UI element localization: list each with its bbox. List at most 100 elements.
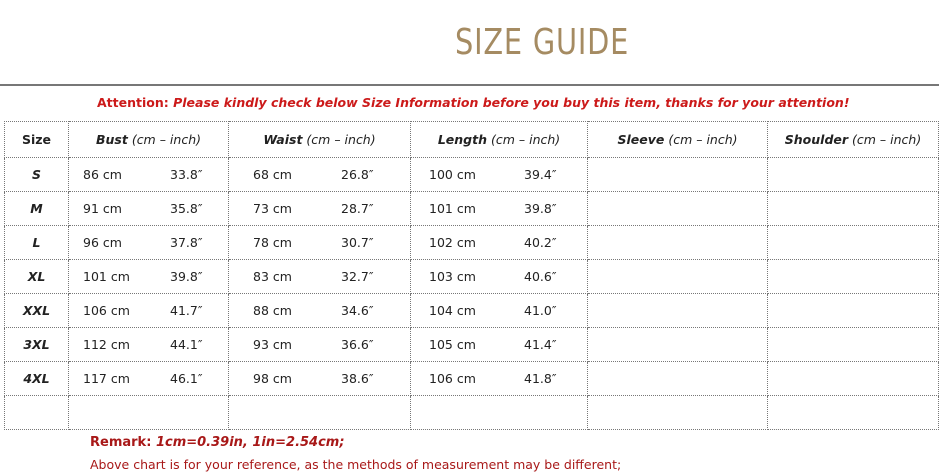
measure-cell: 78 cm 30.7″	[228, 225, 411, 260]
size-cell: XXL	[4, 293, 69, 328]
inch-value: 37.8″	[170, 235, 203, 250]
measure-cell: 68 cm 26.8″	[228, 157, 411, 192]
remark-text: 1cm=0.39in, 1in=2.54cm;	[155, 435, 345, 450]
size-cell: 3XL	[4, 327, 69, 362]
cm-value: 73 cm	[253, 201, 292, 216]
inch-value: 38.6″	[341, 371, 374, 386]
cm-value: 86 cm	[83, 167, 122, 182]
sleeve-cell	[587, 361, 768, 396]
shoulder-cell	[767, 361, 939, 396]
measure-cell: 98 cm 38.6″	[228, 361, 411, 396]
header-shoulder: Shoulder (cm – inch)	[767, 121, 939, 158]
table-row	[4, 395, 939, 430]
cm-value: 104 cm	[429, 303, 476, 318]
sleeve-cell	[587, 259, 768, 294]
measure-cell: 93 cm 36.6″	[228, 327, 411, 362]
table-row: M 91 cm 35.8″ 73 cm 28.7″ 101 cm 39.8″	[4, 191, 939, 226]
size-cell: L	[4, 225, 69, 260]
measure-cell: 106 cm 41.8″	[410, 361, 588, 396]
header-bust: Bust (cm – inch)	[68, 121, 229, 158]
size-table: Size Bust (cm – inch) Waist (cm – inch) Len…	[4, 121, 939, 430]
inch-value: 41.0″	[524, 303, 557, 318]
sleeve-cell	[587, 293, 768, 328]
header-name: Length	[437, 132, 487, 147]
size-cell: XL	[4, 259, 69, 294]
inch-value: 28.7″	[341, 201, 374, 216]
inch-value: 41.7″	[170, 303, 203, 318]
cm-value: 106 cm	[83, 303, 130, 318]
inch-value: 39.8″	[524, 201, 557, 216]
cm-value: 96 cm	[83, 235, 122, 250]
measure-cell: 91 cm 35.8″	[68, 191, 229, 226]
cm-value: 98 cm	[253, 371, 292, 386]
table-row: 4XL 117 cm 46.1″ 98 cm 38.6″ 106 cm 41.8″	[4, 361, 939, 396]
inch-value: 41.8″	[524, 371, 557, 386]
cm-value: 106 cm	[429, 371, 476, 386]
header-length: Length (cm – inch)	[410, 121, 588, 158]
size-cell: M	[4, 191, 69, 226]
remark-label: Remark:	[90, 435, 152, 450]
inch-value: 40.6″	[524, 269, 557, 284]
cm-value: 93 cm	[253, 337, 292, 352]
inch-value: 33.8″	[170, 167, 203, 182]
sleeve-cell	[587, 157, 768, 192]
cm-value: 78 cm	[253, 235, 292, 250]
shoulder-cell	[767, 395, 939, 430]
table-row: XXL 106 cm 41.7″ 88 cm 34.6″ 104 cm 41.0″	[4, 293, 939, 328]
measure-cell: 112 cm 44.1″	[68, 327, 229, 362]
table-row: XL 101 cm 39.8″ 83 cm 32.7″ 103 cm 40.6″	[4, 259, 939, 294]
table-row: S 86 cm 33.8″ 68 cm 26.8″ 100 cm 39.4″	[4, 157, 939, 192]
inch-value: 46.1″	[170, 371, 203, 386]
measure-cell: 101 cm 39.8″	[68, 259, 229, 294]
cm-value: 117 cm	[83, 371, 130, 386]
header-unit: (cm – inch)	[131, 132, 202, 147]
header-name: Bust	[95, 132, 128, 147]
measure-cell	[68, 395, 229, 430]
measure-cell: 100 cm 39.4″	[410, 157, 588, 192]
cm-value: 83 cm	[253, 269, 292, 284]
inch-value: 34.6″	[341, 303, 374, 318]
header-name: Shoulder	[784, 132, 849, 147]
sleeve-cell	[587, 191, 768, 226]
cm-value: 101 cm	[83, 269, 130, 284]
measure-cell: 88 cm 34.6″	[228, 293, 411, 328]
inch-value: 40.2″	[524, 235, 557, 250]
measure-cell: 105 cm 41.4″	[410, 327, 588, 362]
attention-notice: Attention: Please kindly check below Siz…	[97, 95, 850, 110]
inch-value: 36.6″	[341, 337, 374, 352]
measure-cell	[228, 395, 411, 430]
size-guide-title: SIZE GUIDE	[455, 22, 630, 63]
size-cell: 4XL	[4, 361, 69, 396]
inch-value: 26.8″	[341, 167, 374, 182]
sleeve-cell	[587, 225, 768, 260]
shoulder-cell	[767, 293, 939, 328]
cm-value: 100 cm	[429, 167, 476, 182]
sleeve-cell	[587, 395, 768, 430]
measure-cell: 96 cm 37.8″	[68, 225, 229, 260]
inch-value: 39.4″	[524, 167, 557, 182]
cm-value: 105 cm	[429, 337, 476, 352]
sleeve-cell	[587, 327, 768, 362]
header-sleeve: Sleeve (cm – inch)	[587, 121, 768, 158]
attention-label: Attention:	[97, 95, 169, 110]
shoulder-cell	[767, 327, 939, 362]
measure-cell	[410, 395, 588, 430]
measure-cell: 73 cm 28.7″	[228, 191, 411, 226]
inch-value: 35.8″	[170, 201, 203, 216]
measure-cell: 104 cm 41.0″	[410, 293, 588, 328]
shoulder-cell	[767, 259, 939, 294]
remark: Remark: 1cm=0.39in, 1in=2.54cm;	[90, 435, 345, 450]
shoulder-cell	[767, 191, 939, 226]
table-header-row: Size Bust (cm – inch) Waist (cm – inch) Len…	[4, 121, 939, 158]
inch-value: 39.8″	[170, 269, 203, 284]
measure-cell: 106 cm 41.7″	[68, 293, 229, 328]
inch-value: 30.7″	[341, 235, 374, 250]
header-divider	[0, 84, 939, 86]
cm-value: 101 cm	[429, 201, 476, 216]
remark-note: Above chart is for your reference, as th…	[90, 457, 622, 472]
table-row: 3XL 112 cm 44.1″ 93 cm 36.6″ 105 cm 41.4″	[4, 327, 939, 362]
measure-cell: 103 cm 40.6″	[410, 259, 588, 294]
header-size: Size	[4, 121, 69, 158]
inch-value: 41.4″	[524, 337, 557, 352]
inch-value: 44.1″	[170, 337, 203, 352]
